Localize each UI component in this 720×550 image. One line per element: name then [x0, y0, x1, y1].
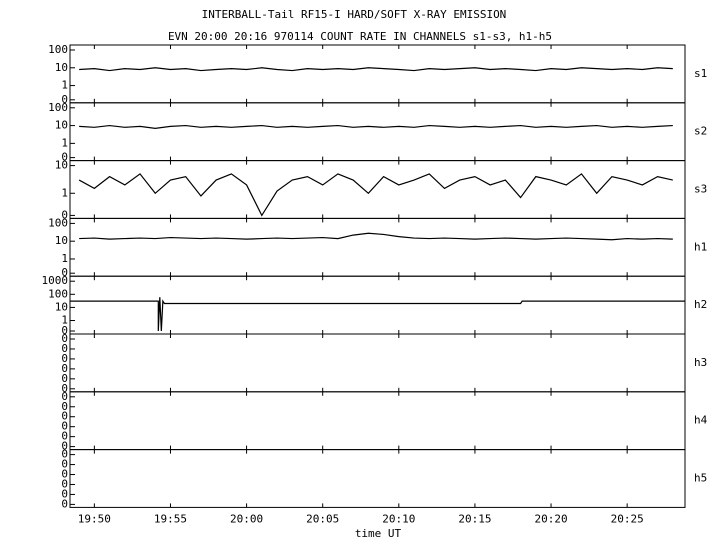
y-tick-label: 0	[61, 458, 68, 471]
y-tick-label: 0	[61, 390, 68, 403]
y-tick-label: 1	[61, 186, 68, 199]
series-label: h1	[694, 240, 707, 253]
x-tick-label: 19:55	[154, 512, 187, 525]
y-tick-label: 0	[61, 440, 68, 453]
y-tick-label: 10	[55, 159, 68, 172]
series-line	[79, 67, 673, 72]
series-line	[79, 232, 673, 241]
series-label: s3	[694, 183, 707, 196]
y-tick-label: 1	[61, 314, 68, 327]
series-label: h3	[694, 356, 707, 369]
series-label: s2	[694, 125, 707, 138]
x-tick-label: 20:05	[306, 512, 339, 525]
series-line	[70, 297, 685, 332]
y-tick-label: 0	[61, 151, 68, 164]
series-label: h4	[694, 414, 708, 427]
chart-subtitle: EVN 20:00 20:16 970114 COUNT RATE IN CHA…	[168, 30, 552, 43]
y-tick-label: 0	[61, 410, 68, 423]
y-tick-label: 0	[61, 342, 68, 355]
y-tick-label: 0	[61, 382, 68, 395]
y-tick-label: 100	[48, 43, 68, 56]
y-tick-label: 0	[61, 208, 68, 221]
y-tick-label: 0	[61, 420, 68, 433]
y-tick-label: 100	[48, 287, 68, 300]
x-tick-label: 20:20	[534, 512, 567, 525]
y-tick-label: 1	[61, 252, 68, 265]
x-tick-label: 20:00	[230, 512, 263, 525]
y-tick-label: 1	[61, 79, 68, 92]
y-tick-label: 0	[61, 332, 68, 345]
chart-title: INTERBALL-Tail RF15-I HARD/SOFT X-RAY EM…	[202, 8, 507, 21]
y-tick-label: 10	[55, 234, 68, 247]
y-tick-label: 0	[61, 372, 68, 385]
series-label: s1	[694, 67, 707, 80]
y-tick-label: 100	[48, 101, 68, 114]
series-label: h5	[694, 472, 707, 485]
y-tick-label: 1	[61, 136, 68, 149]
x-tick-label: 19:50	[78, 512, 111, 525]
y-tick-label: 0	[61, 93, 68, 106]
y-tick-label: 1000	[42, 274, 69, 287]
series-line	[79, 124, 673, 129]
y-tick-label: 10	[55, 61, 68, 74]
x-tick-label: 20:10	[382, 512, 415, 525]
series-label: h2	[694, 298, 707, 311]
y-tick-label: 0	[61, 400, 68, 413]
series-line	[78, 173, 673, 217]
y-tick-label: 0	[61, 266, 68, 279]
y-tick-label: 10	[55, 300, 68, 313]
x-tick-label: 20:15	[458, 512, 491, 525]
y-tick-label: 0	[61, 468, 68, 481]
y-tick-label: 0	[61, 487, 68, 500]
y-tick-label: 0	[61, 448, 68, 461]
x-tick-label: 20:25	[611, 512, 644, 525]
y-tick-label: 0	[61, 362, 68, 375]
y-tick-label: 0	[61, 352, 68, 365]
y-tick-label: 10	[55, 119, 68, 132]
y-tick-label: 0	[61, 497, 68, 510]
y-tick-label: 0	[61, 324, 68, 337]
y-tick-label: 0	[61, 430, 68, 443]
panel-frame	[69, 449, 686, 508]
x-axis-label: time UT	[355, 527, 402, 540]
y-tick-label: 100	[48, 216, 68, 229]
y-tick-label: 0	[61, 477, 68, 490]
